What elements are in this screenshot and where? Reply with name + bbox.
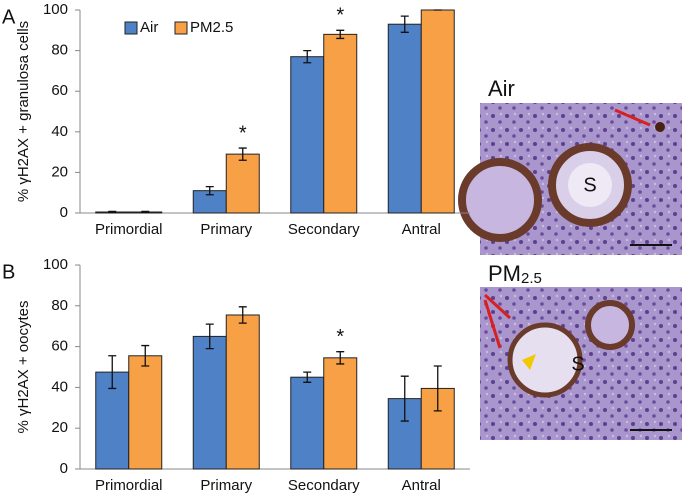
legend-label: PM2.5: [190, 19, 233, 36]
micrograph-pm: PM2.5 S: [480, 261, 682, 440]
error-bar: [238, 306, 247, 324]
label: PM: [488, 261, 521, 286]
arrow: [483, 299, 502, 349]
micrograph-marker: S: [571, 353, 584, 375]
error-bar: [303, 371, 312, 383]
x-tick-label: Primordial: [95, 477, 163, 494]
micrograph-marker: S: [583, 174, 596, 196]
x-tick-label: Primordial: [95, 221, 163, 238]
error-bar: [400, 15, 409, 33]
error-bar: [303, 49, 312, 64]
bar: [323, 33, 358, 214]
bar: [323, 357, 358, 470]
error-bar: [108, 355, 117, 390]
y-tick-label: 0: [60, 204, 68, 221]
cell: [655, 122, 665, 132]
bar: [290, 376, 325, 470]
error-bar: [238, 147, 247, 161]
follicle: [458, 158, 542, 242]
micrograph-air: Air S: [458, 76, 682, 255]
error-bar: [205, 323, 214, 350]
bar: [290, 56, 325, 214]
legend-swatch: [124, 21, 138, 35]
follicle: [585, 300, 635, 350]
error-bar: [433, 365, 442, 412]
micrograph-label: PM2.5: [488, 261, 542, 287]
y-tick-label: 20: [51, 163, 68, 180]
annotation: *: [336, 5, 344, 27]
error-bar: [336, 29, 345, 40]
y-tick-label: 40: [51, 378, 68, 395]
x-tick-label: Secondary: [288, 477, 360, 494]
annotation: *: [239, 122, 247, 144]
antrum: [568, 163, 612, 207]
y-tick-label: 0: [60, 460, 68, 477]
panel-label: A: [2, 6, 16, 28]
x-tick-label: Secondary: [288, 221, 360, 238]
error-bar: [205, 185, 214, 196]
bar: [128, 355, 163, 470]
error-bar: [336, 351, 345, 365]
y-tick-label: 20: [51, 419, 68, 436]
y-tick-label: 80: [51, 42, 68, 59]
arrow: [483, 293, 512, 320]
y-axis-label: % γH2AX + oocytes: [15, 301, 32, 434]
error-bar: [400, 375, 409, 422]
follicle: [507, 322, 583, 398]
y-axis-label: % γH2AX + granulosa cells: [15, 21, 32, 202]
panel-label: B: [2, 261, 15, 283]
legend-swatch: [174, 21, 188, 35]
x-tick-label: Primary: [200, 477, 252, 494]
bar: [420, 9, 455, 214]
legend-label: Air: [140, 19, 158, 36]
x-tick-label: Primary: [200, 221, 252, 238]
y-tick-label: 40: [51, 123, 68, 140]
annotation: *: [336, 326, 344, 348]
bar: [225, 153, 260, 214]
y-tick-label: 100: [43, 256, 68, 273]
micrograph-label: Air: [488, 76, 515, 101]
arrowhead: [522, 354, 536, 370]
error-bar: [108, 210, 117, 214]
y-tick-label: 80: [51, 297, 68, 314]
bar: [225, 314, 260, 470]
error-bar: [141, 344, 150, 367]
x-tick-label: Antral: [402, 477, 441, 494]
arrow: [614, 108, 651, 127]
bar: [387, 23, 422, 214]
y-tick-label: 60: [51, 82, 68, 99]
bar: [192, 335, 227, 470]
error-bar: [141, 210, 150, 214]
label-sub: 2.5: [521, 270, 542, 287]
y-tick-label: 60: [51, 338, 68, 355]
y-tick-label: 100: [43, 1, 68, 18]
x-tick-label: Antral: [402, 221, 441, 238]
